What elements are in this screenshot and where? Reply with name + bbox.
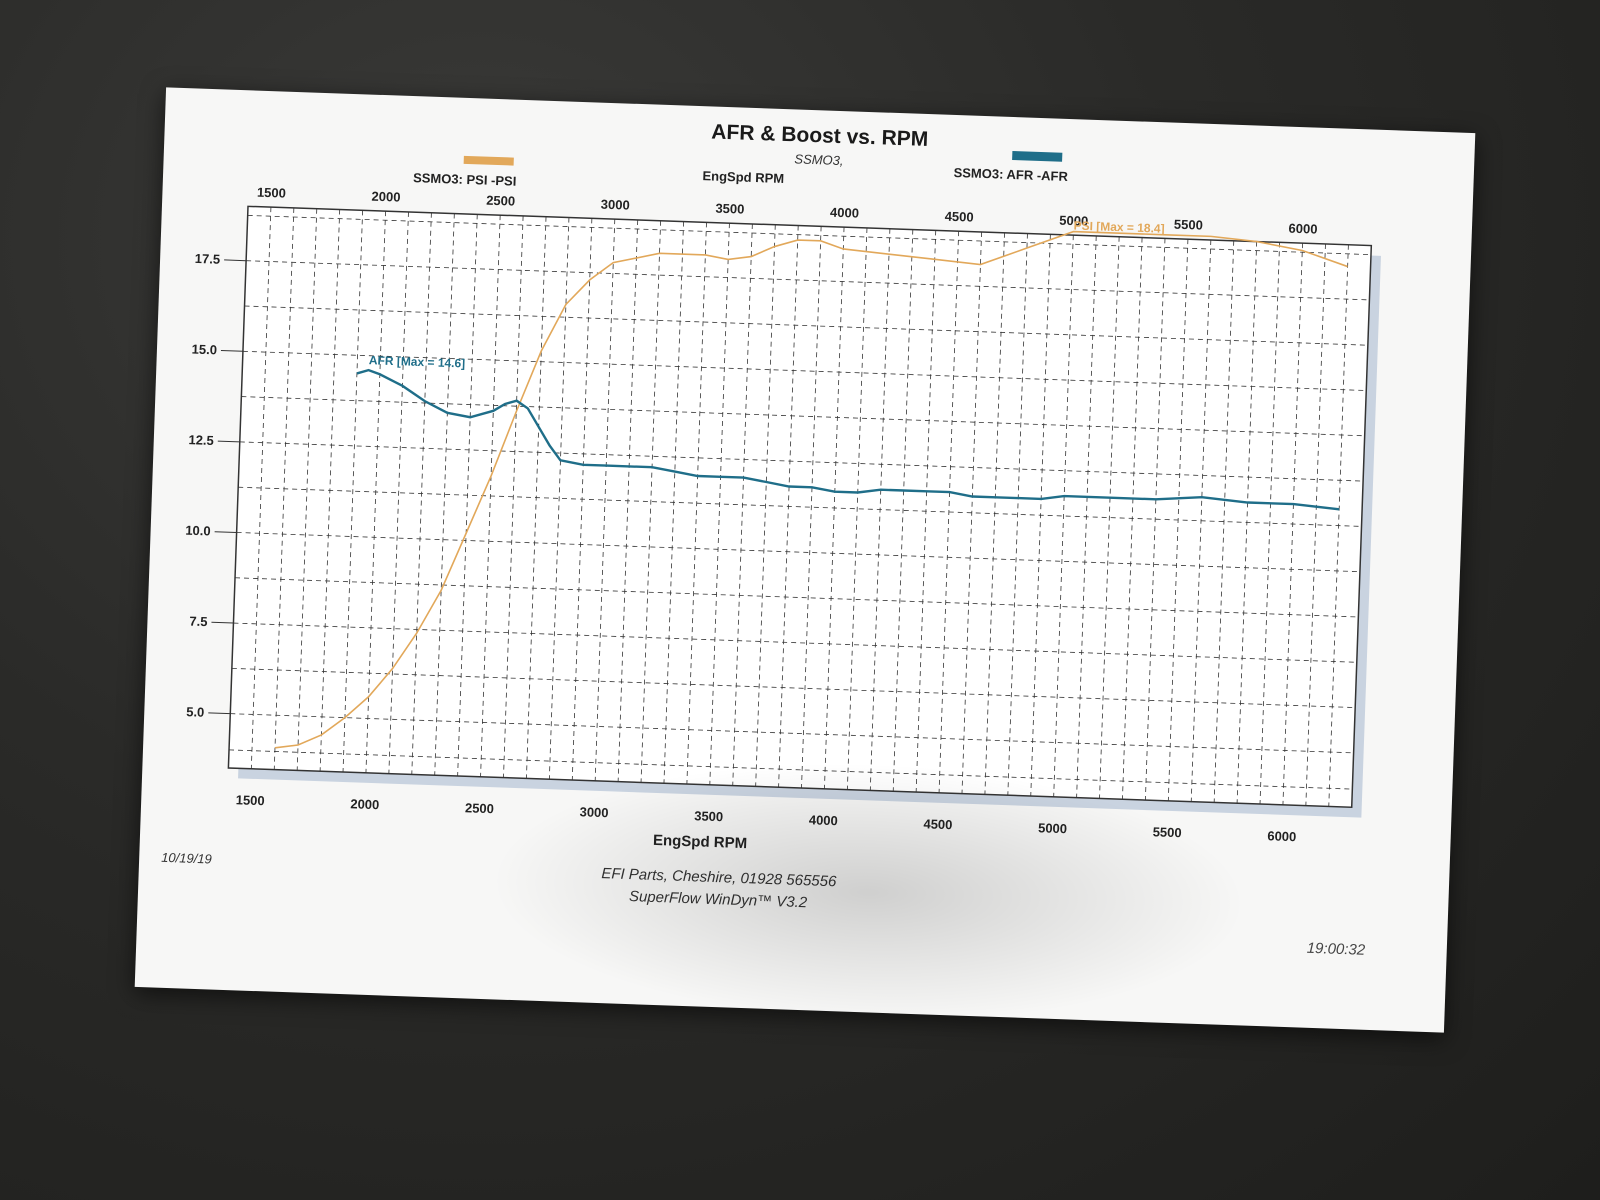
grid-line-y xyxy=(236,532,1360,573)
psi-series-line xyxy=(274,230,1348,749)
grid-line-y xyxy=(233,622,1357,663)
y-tick-label: 15.0 xyxy=(191,342,217,358)
y-tick-label: 12.5 xyxy=(188,432,214,448)
x-tick-label-top: 1500 xyxy=(257,185,286,201)
grid-line-x xyxy=(594,219,616,781)
grid-line-x xyxy=(801,226,822,789)
grid-line-x xyxy=(548,217,570,780)
x-tick-label-top: 4000 xyxy=(830,205,859,221)
grid-line-x xyxy=(961,231,982,794)
grid-line-y xyxy=(244,305,1368,346)
y-tick-label: 7.5 xyxy=(189,614,208,630)
y-tick-mark xyxy=(224,259,247,262)
y-tick-label: 10.0 xyxy=(185,523,211,539)
grid-line-x xyxy=(1007,233,1028,796)
grid-line-y xyxy=(246,260,1370,301)
axis-ticks: 1500 1500 2000 2000 2500 2500 3000 3000 3500 3500… xyxy=(185,185,1318,845)
grid-line-y xyxy=(239,441,1364,482)
y-tick-mark xyxy=(211,621,234,624)
y-tick-mark xyxy=(214,531,237,533)
x-tick-label-top: 5500 xyxy=(1174,217,1203,233)
grid-line-x xyxy=(342,210,364,773)
x-tick-label-top: 3500 xyxy=(715,201,744,217)
x-tick-label-top: 2000 xyxy=(371,189,400,205)
y-tick-label: 5.0 xyxy=(186,704,205,720)
x-tick-label-bottom: 6000 xyxy=(1267,828,1296,844)
grid-line-x xyxy=(892,229,914,792)
x-tick-label-bottom: 2500 xyxy=(465,800,494,816)
y-tick-mark xyxy=(208,712,231,715)
grid-line-x xyxy=(296,208,318,771)
x-tick-label-top: 6000 xyxy=(1288,221,1317,237)
grid-line-x xyxy=(1053,235,1074,797)
y-tick-label: 17.5 xyxy=(195,251,221,267)
grid-line-x xyxy=(1213,240,1235,803)
grid-line-y xyxy=(235,577,1359,618)
top-axis-title: EngSpd RPM xyxy=(702,168,784,186)
grid-line-x xyxy=(1259,242,1281,805)
grid-line-x xyxy=(686,222,707,785)
x-tick-label-bottom: 2000 xyxy=(350,796,379,812)
grid-line-x xyxy=(755,224,776,787)
dyno-printout: AFR & Boost vs. RPM SSMO3, SSMO3: PSI -P… xyxy=(134,87,1476,1036)
y-tick-mark xyxy=(217,440,240,443)
psi-max-annotation: PSI [Max = 18.4] xyxy=(1073,219,1164,236)
x-tick-label-bottom: 3500 xyxy=(694,808,723,824)
grid xyxy=(229,207,1372,807)
print-date: 10/19/19 xyxy=(160,849,213,867)
x-tick-label-top: 5000 xyxy=(1059,213,1088,229)
grid-line-y xyxy=(242,350,1367,391)
x-axis-title: EngSpd RPM xyxy=(653,832,748,852)
grid-line-x xyxy=(1144,238,1166,801)
grid-line-y xyxy=(241,396,1365,437)
x-tick-label-bottom: 3000 xyxy=(579,804,608,820)
x-tick-label-top: 2500 xyxy=(486,193,515,209)
grid-line-y xyxy=(230,713,1354,754)
grid-line-x xyxy=(434,213,455,776)
x-tick-label-top: 4500 xyxy=(944,209,973,225)
chart-canvas: 1500 1500 2000 2000 2500 2500 3000 3000 3500 3500… xyxy=(185,168,1381,852)
grid-line-y xyxy=(231,667,1356,708)
grid-line-y xyxy=(247,215,1372,256)
x-tick-label-bottom: 4000 xyxy=(809,812,838,828)
grid-line-x xyxy=(1099,236,1120,799)
grid-line-y xyxy=(229,749,1353,790)
grid-line-x xyxy=(388,211,409,774)
x-tick-label-top: 3000 xyxy=(601,197,630,213)
series-layer: PSI [Max = 18.4] AFR [Max = 14.6] xyxy=(274,219,1348,749)
grid-line-x xyxy=(640,220,662,783)
x-tick-label-bottom: 1500 xyxy=(236,792,265,808)
afr-series-line xyxy=(356,368,1340,511)
print-time: 19:00:32 xyxy=(1306,939,1366,959)
grid-line-y xyxy=(238,486,1362,527)
x-tick-label-bottom: 5000 xyxy=(1038,820,1067,836)
x-tick-label-bottom: 5500 xyxy=(1152,824,1181,840)
grid-line-x xyxy=(846,227,868,790)
afr-max-annotation: AFR [Max = 14.6] xyxy=(369,353,466,370)
x-tick-label-bottom: 4500 xyxy=(923,816,952,832)
grid-line-x xyxy=(503,215,524,778)
y-tick-mark xyxy=(220,350,243,352)
grid-line-x xyxy=(1305,243,1326,806)
